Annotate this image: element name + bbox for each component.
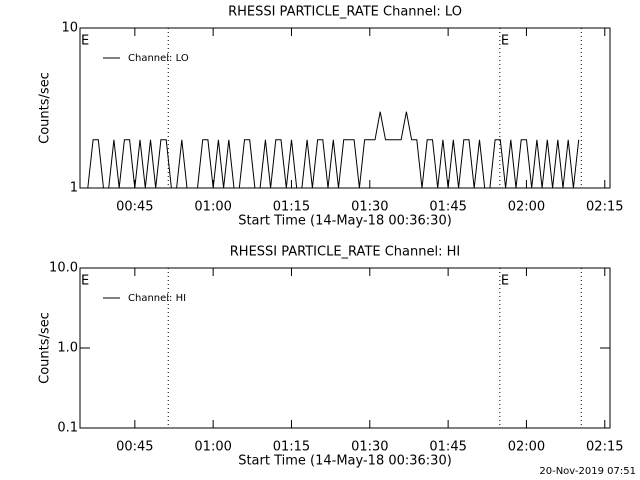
event-label: E (501, 274, 509, 289)
x-tick-label: 01:00 (194, 200, 231, 215)
x-tick-label: 01:00 (194, 440, 231, 455)
footer-timestamp: 20-Nov-2019 07:51 (539, 466, 636, 477)
y-tick-label: 1 (70, 181, 78, 196)
x-tick-label: 02:00 (508, 440, 545, 455)
x-tick-label: 01:30 (351, 200, 388, 215)
chart-title: RHESSI PARTICLE_RATE Channel: LO (228, 5, 462, 20)
x-tick-label: 01:45 (429, 200, 466, 215)
y-axis-label: Counts/sec (38, 312, 53, 384)
y-tick-label: 10 (61, 21, 78, 36)
x-tick-label: 01:15 (273, 440, 310, 455)
y-tick-label: 1.0 (57, 341, 78, 356)
y-tick-label: 0.1 (57, 421, 78, 436)
chart-title: RHESSI PARTICLE_RATE Channel: HI (230, 245, 460, 260)
x-axis-label: Start Time (14-May-18 00:36:30) (238, 454, 452, 469)
x-tick-label: 00:45 (116, 200, 153, 215)
x-tick-label: 01:45 (429, 440, 466, 455)
x-tick-label: 02:00 (508, 200, 545, 215)
x-axis-label: Start Time (14-May-18 00:36:30) (238, 214, 452, 229)
event-label: E (81, 34, 89, 49)
event-label: E (81, 274, 89, 289)
x-tick-label: 02:15 (586, 200, 623, 215)
data-line (87, 111, 580, 189)
legend-label: Channel: HI (128, 293, 186, 304)
x-tick-label: 00:45 (116, 440, 153, 455)
x-tick-label: 01:15 (273, 200, 310, 215)
x-tick-label: 01:30 (351, 440, 388, 455)
x-tick-label: 02:15 (586, 440, 623, 455)
y-axis-label: Counts/sec (38, 72, 53, 144)
legend-label: Channel: LO (128, 53, 189, 64)
event-label: E (501, 34, 509, 49)
y-tick-label: 10.0 (49, 261, 78, 276)
plot-frame (79, 27, 611, 189)
